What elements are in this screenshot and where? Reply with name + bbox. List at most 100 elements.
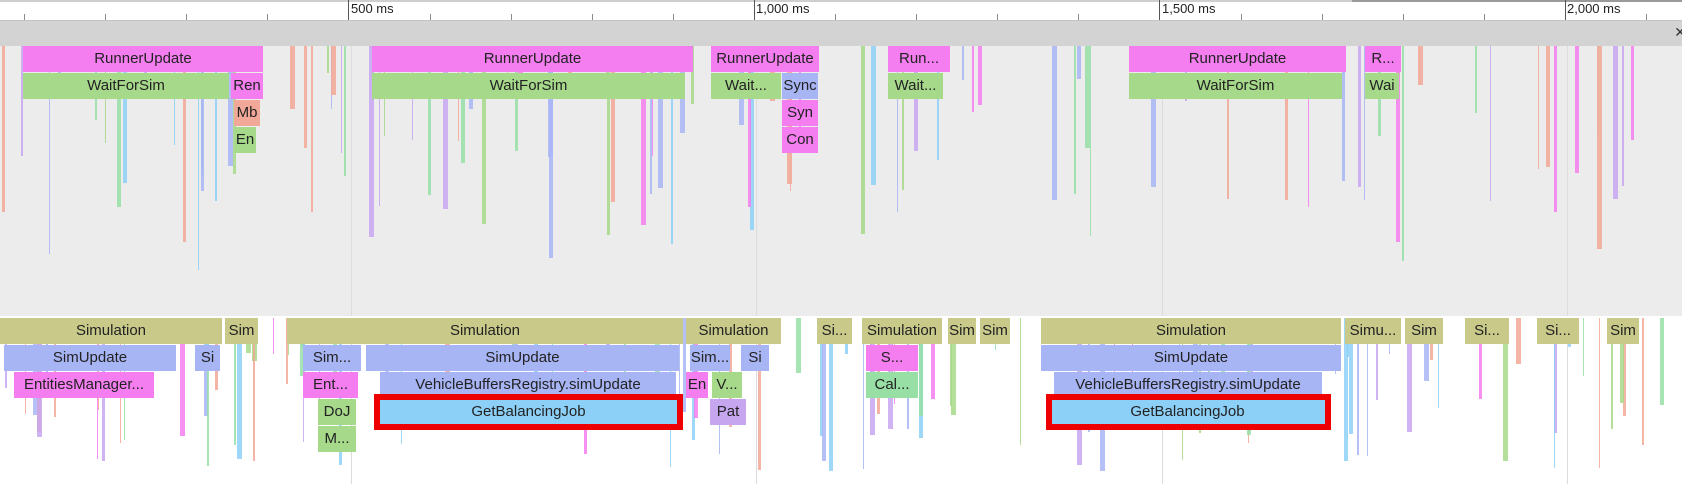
- overview-scrollbar-thumb[interactable]: [1352, 0, 1682, 2]
- simulation-slice-simulation[interactable]: Simulation: [686, 318, 781, 344]
- event-sliver[interactable]: [1503, 318, 1508, 461]
- simulation-slice-simupdate[interactable]: SimUpdate: [1041, 345, 1341, 371]
- simulation-slice-ent[interactable]: Ent...: [303, 372, 358, 398]
- simulation-slice-simupdate[interactable]: SimUpdate: [4, 345, 176, 371]
- event-sliver[interactable]: [300, 318, 305, 376]
- event-sliver[interactable]: [2, 46, 5, 212]
- event-sliver[interactable]: [461, 46, 465, 163]
- track-group-header[interactable]: ✕: [0, 20, 1682, 46]
- event-sliver[interactable]: [1438, 318, 1439, 408]
- event-sliver[interactable]: [931, 318, 935, 399]
- event-sliver[interactable]: [428, 46, 431, 195]
- event-sliver[interactable]: [482, 46, 486, 224]
- event-sliver[interactable]: [611, 46, 615, 202]
- main-slice-wai[interactable]: Wai: [1365, 73, 1399, 99]
- simulation-slice-pat[interactable]: Pat: [710, 399, 746, 425]
- event-sliver[interactable]: [290, 46, 295, 109]
- event-sliver[interactable]: [1424, 318, 1429, 381]
- event-sliver[interactable]: [201, 46, 204, 191]
- event-sliver[interactable]: [1418, 46, 1423, 85]
- main-slice-mb[interactable]: Mb: [234, 100, 260, 126]
- simulation-slice-si[interactable]: Si: [195, 345, 220, 371]
- event-sliver[interactable]: [49, 46, 50, 254]
- event-sliver[interactable]: [652, 46, 653, 156]
- event-sliver[interactable]: [1308, 46, 1309, 207]
- event-sliver[interactable]: [341, 46, 342, 153]
- event-sliver[interactable]: [273, 318, 274, 354]
- event-sliver[interactable]: [1407, 318, 1412, 432]
- event-sliver[interactable]: [962, 46, 964, 80]
- main-slice-r[interactable]: R...: [1365, 46, 1401, 72]
- main-slice-waitforsim[interactable]: WaitForSim: [1129, 73, 1342, 99]
- event-sliver[interactable]: [871, 46, 876, 185]
- event-sliver[interactable]: [123, 46, 127, 183]
- event-sliver[interactable]: [1285, 46, 1288, 200]
- event-sliver[interactable]: [919, 318, 923, 416]
- event-sliver[interactable]: [228, 46, 233, 166]
- event-sliver[interactable]: [748, 46, 751, 207]
- event-sliver[interactable]: [829, 318, 833, 471]
- simulation-slice-entitiesmanager[interactable]: EntitiesManager...: [14, 372, 154, 398]
- event-sliver[interactable]: [198, 46, 199, 270]
- event-sliver[interactable]: [671, 46, 673, 244]
- event-sliver[interactable]: [180, 318, 185, 436]
- event-sliver[interactable]: [750, 46, 754, 230]
- event-sliver[interactable]: [1074, 46, 1076, 194]
- event-sliver[interactable]: [1554, 318, 1557, 433]
- event-sliver[interactable]: [822, 318, 826, 461]
- event-sliver[interactable]: [691, 46, 694, 104]
- event-sliver[interactable]: [1623, 318, 1626, 416]
- event-sliver[interactable]: [1490, 46, 1491, 201]
- event-sliver[interactable]: [1516, 318, 1521, 364]
- main-slice-waitforsim[interactable]: WaitForSim: [23, 73, 229, 99]
- event-sliver[interactable]: [1402, 46, 1404, 261]
- simulation-slice-v[interactable]: V...: [712, 372, 742, 398]
- event-sliver[interactable]: [1660, 318, 1664, 405]
- event-sliver[interactable]: [1151, 46, 1156, 187]
- event-sliver[interactable]: [1349, 318, 1353, 434]
- event-sliver[interactable]: [683, 318, 686, 412]
- simulation-slice-doj[interactable]: DoJ: [318, 399, 356, 425]
- simulation-slice-cal[interactable]: Cal...: [866, 372, 918, 398]
- event-sliver[interactable]: [21, 46, 23, 156]
- event-sliver[interactable]: [1367, 318, 1368, 456]
- event-sliver[interactable]: [253, 318, 255, 461]
- main-slice-con[interactable]: Con: [782, 127, 818, 153]
- event-sliver[interactable]: [1642, 318, 1644, 445]
- event-sliver[interactable]: [1357, 318, 1359, 455]
- event-sliver[interactable]: [311, 46, 313, 212]
- simulation-slice-sim[interactable]: Sim: [1405, 318, 1443, 344]
- event-sliver[interactable]: [937, 46, 939, 160]
- main-slice-en[interactable]: En: [234, 127, 256, 153]
- event-sliver[interactable]: [1613, 46, 1618, 199]
- simulation-slice-sim[interactable]: Sim: [948, 318, 976, 344]
- simulation-slice-getbalancingjob[interactable]: GetBalancingJob: [1050, 399, 1325, 425]
- event-sliver[interactable]: [650, 46, 652, 194]
- event-sliver[interactable]: [972, 46, 974, 112]
- event-sliver[interactable]: [1090, 46, 1091, 236]
- event-sliver[interactable]: [1085, 46, 1090, 148]
- simulation-slice-sim[interactable]: Sim...: [690, 345, 730, 371]
- simulation-slice-vehiclebuffersregistry-simupdate[interactable]: VehicleBuffersRegistry.simUpdate: [1054, 372, 1322, 398]
- main-slice-sync[interactable]: Sync: [782, 73, 818, 99]
- event-sliver[interactable]: [1396, 46, 1400, 242]
- event-sliver[interactable]: [286, 318, 288, 384]
- simulation-thread-track[interactable]: Simulation Sim Simulation Simulation Si... Si…: [0, 318, 1682, 484]
- main-slice-runnerupdate[interactable]: RunnerUpdate: [23, 46, 263, 72]
- event-sliver[interactable]: [978, 46, 982, 105]
- event-sliver[interactable]: [1554, 46, 1557, 212]
- event-sliver[interactable]: [1554, 318, 1555, 468]
- simulation-slice-simulation[interactable]: Simulation: [862, 318, 942, 344]
- event-sliver[interactable]: [1583, 318, 1584, 376]
- event-sliver[interactable]: [183, 46, 186, 242]
- simulation-slice-sim[interactable]: Sim...: [303, 345, 361, 371]
- event-sliver[interactable]: [863, 318, 864, 469]
- simulation-slice-simulation[interactable]: Simulation: [0, 318, 222, 344]
- simulation-slice-simupdate[interactable]: SimUpdate: [366, 345, 679, 371]
- event-sliver[interactable]: [1077, 46, 1081, 79]
- simulation-slice-simulation[interactable]: Simulation: [1041, 318, 1341, 344]
- simulation-slice-m[interactable]: M...: [318, 426, 356, 452]
- event-sliver[interactable]: [1020, 318, 1021, 445]
- main-slice-run[interactable]: Run...: [888, 46, 950, 72]
- event-sliver[interactable]: [1631, 46, 1634, 140]
